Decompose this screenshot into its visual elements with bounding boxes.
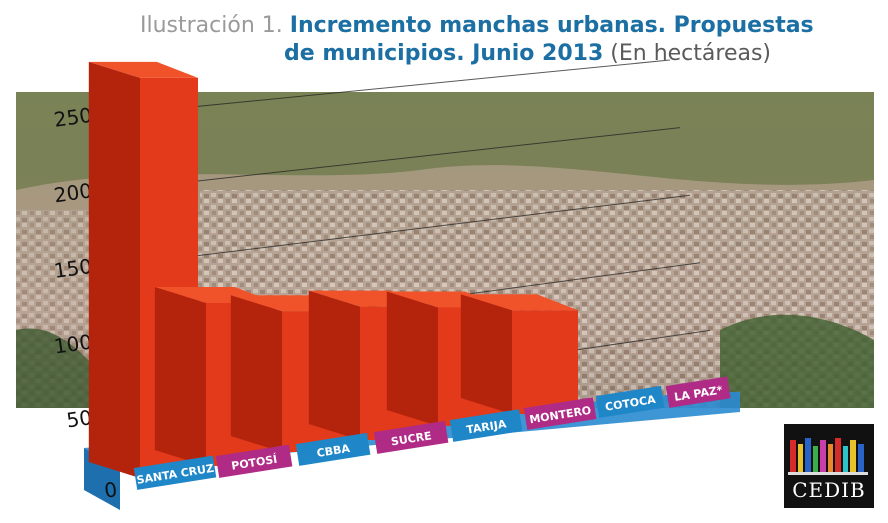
category-label-text: TARIJA bbox=[465, 417, 507, 436]
bar-side-face bbox=[386, 291, 438, 426]
cedib-logo: CEDIB bbox=[784, 424, 874, 508]
category-plate bbox=[215, 444, 293, 478]
bar-top-face bbox=[460, 294, 578, 311]
logo-text: CEDIB bbox=[792, 478, 866, 502]
category-label: CBBA bbox=[295, 432, 371, 466]
bar-side-face bbox=[230, 295, 282, 452]
category-label: SUCRE bbox=[373, 420, 449, 454]
title-main-line2: de municipios. Junio 2013 bbox=[284, 41, 604, 66]
category-plate bbox=[133, 455, 217, 490]
category-plate bbox=[595, 385, 665, 418]
title-lead: Ilustración 1. bbox=[140, 13, 283, 38]
category-plate bbox=[449, 409, 523, 442]
category-plate bbox=[295, 432, 371, 466]
category-label: TARIJA bbox=[449, 409, 523, 442]
bar-side-face bbox=[88, 61, 140, 478]
gridline bbox=[119, 127, 681, 191]
category-plate bbox=[373, 420, 449, 454]
category-label: LA PAZ* bbox=[665, 376, 731, 408]
bookshelf-icon bbox=[788, 438, 868, 475]
bar-montero bbox=[460, 294, 578, 414]
category-label-text: CBBA bbox=[316, 442, 351, 460]
category-label: MONTERO bbox=[523, 397, 597, 430]
title-line2: de municipios. Junio 2013 (En hectáreas) bbox=[140, 40, 840, 68]
chart-title: Ilustración 1. Incremento manchas urbana… bbox=[140, 12, 840, 68]
category-labels: SANTA CRUZ POTOSÍCBBASUCRETARIJAMONTEROCO… bbox=[133, 376, 731, 490]
category-plate bbox=[523, 397, 597, 430]
category-label: COTOCA bbox=[595, 385, 665, 418]
bar-top-face bbox=[88, 61, 198, 78]
category-label-text: SUCRE bbox=[390, 429, 432, 448]
bar-front-face bbox=[512, 310, 578, 414]
gridline bbox=[119, 194, 691, 266]
bar-side-face bbox=[308, 290, 360, 440]
category-plate bbox=[665, 376, 731, 408]
title-main-line1: Incremento manchas urbanas. Propuestas bbox=[289, 13, 814, 38]
bar-side-face bbox=[154, 287, 206, 466]
category-label: POTOSÍ bbox=[215, 444, 293, 478]
title-unit: (En hectáreas) bbox=[610, 41, 772, 66]
gridline bbox=[119, 59, 671, 115]
y-tick-label: 0 bbox=[103, 477, 119, 503]
bar-side-face bbox=[460, 294, 512, 414]
bars bbox=[88, 61, 578, 478]
